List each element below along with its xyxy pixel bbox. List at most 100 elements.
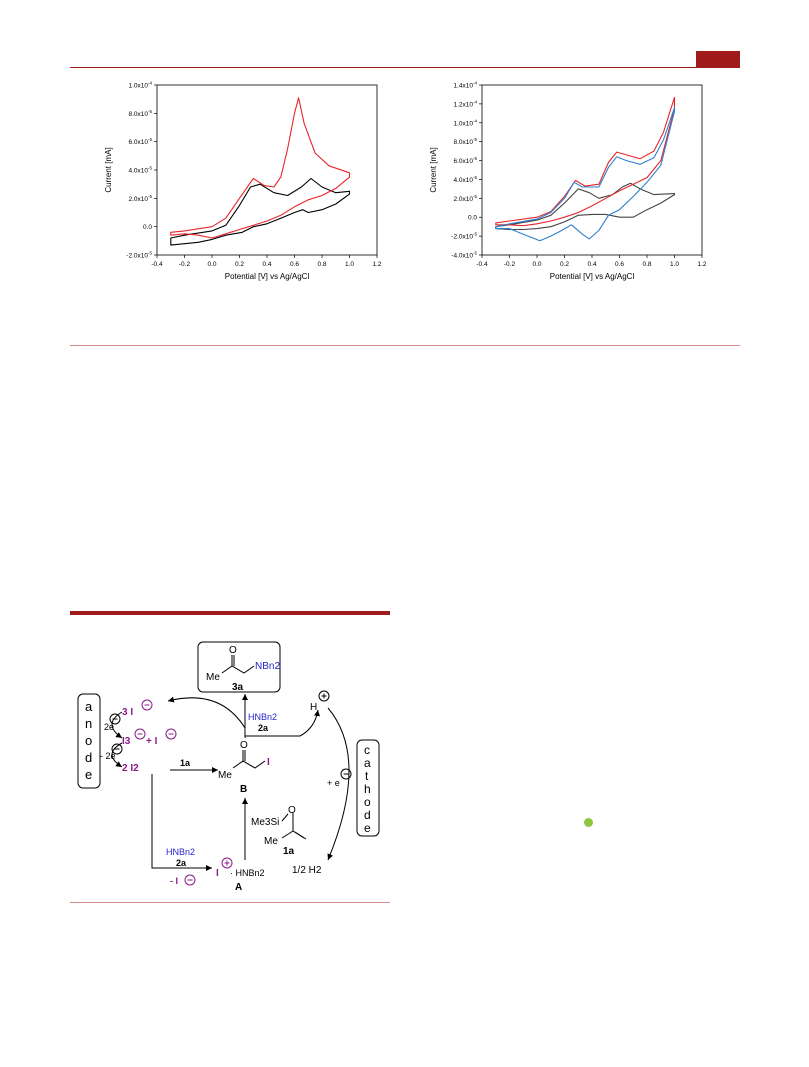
intermediate-B-structure <box>232 750 266 769</box>
cv-series-line-1 <box>170 97 351 239</box>
y-tick-label: -2.0x10-5 <box>451 232 477 241</box>
label-B: B <box>240 784 247 795</box>
proton-release-arrow <box>245 709 320 737</box>
minus-two-e-label: - 2e <box>100 751 116 761</box>
anode-o: o <box>85 733 92 748</box>
header-accent-block <box>696 51 740 67</box>
silyl-enol-ether-structure <box>281 813 307 840</box>
y-axis-label: Current [mA] <box>104 147 113 192</box>
proton: H <box>310 702 317 713</box>
hnbn2-upper: HNBn2 <box>248 712 277 722</box>
cv-chart-left: -2.0x10-5 0.0 2.0x10-5 4.0x10-5 6.0x10-5 8.0x… <box>104 81 382 282</box>
y-tick-label: 8.0x10-5 <box>453 137 477 146</box>
x-tick-label: 1.0 <box>670 261 679 268</box>
minus-iodide-icon <box>184 874 196 886</box>
B-me: Me <box>218 770 232 781</box>
mechanism-scheme: O Me NBn2 3a a n o d e c a t h o d e 3 I… <box>77 641 380 893</box>
cv-series-line-2 <box>495 107 676 242</box>
x-tick-label: 0.8 <box>642 261 651 268</box>
B-iodo: I <box>267 757 270 768</box>
cathode-c: c <box>364 743 370 757</box>
x-tick-label: 1.2 <box>697 261 706 268</box>
hnbn2-lower: HNBn2 <box>166 847 195 857</box>
triiodide: I3 <box>122 736 131 747</box>
green-marker-dot <box>584 818 593 827</box>
iodine-to-A-arrow <box>151 774 212 871</box>
A-plus-icon <box>221 857 233 869</box>
cathode-d: d <box>364 808 371 822</box>
anode-a: a <box>85 699 93 714</box>
label-1a-arrow: 1a <box>180 758 191 768</box>
two-e-label: 2e <box>104 722 114 732</box>
electron-minus-icon-2 <box>111 743 123 755</box>
half-h2: 1/2 H2 <box>292 865 322 876</box>
y-tick-label: 0.0 <box>468 215 477 222</box>
x-tick-label: 0.6 <box>615 261 624 268</box>
product-label: 3a <box>232 682 244 693</box>
y-tick-label: 1.0x10-4 <box>453 118 477 127</box>
x-tick-label: 0.2 <box>235 261 244 268</box>
B-o: O <box>240 740 248 751</box>
x-tick-label: 1.2 <box>372 261 381 268</box>
x-axis-label: Potential [V] vs Ag/AgCl <box>550 272 635 281</box>
iodide-minus-icon <box>141 699 153 711</box>
enol-me: Me <box>264 836 278 847</box>
plot-frame <box>156 84 378 256</box>
label-2a-upper: 2a <box>258 723 269 733</box>
A-amine: · HNBn2 <box>230 868 265 878</box>
y-tick-label: 4.0x10-5 <box>128 166 152 175</box>
plus-iodide: + I <box>146 736 158 747</box>
product-box <box>197 641 281 693</box>
figure-bottom-rule <box>70 345 740 346</box>
product-me: Me <box>206 672 220 683</box>
cathode-electron-icon <box>340 768 352 780</box>
x-axis-label: Potential [V] vs Ag/AgCl <box>225 272 310 281</box>
x-tick-label: 0.8 <box>317 261 326 268</box>
anode-n: n <box>85 716 92 731</box>
x-tick-label: 0.2 <box>560 261 569 268</box>
three-iodide: 3 I <box>122 707 133 718</box>
cathode-e: e <box>364 821 371 835</box>
enol-o: O <box>288 805 296 816</box>
cathode-box <box>356 739 380 837</box>
y-tick-label: 4.0x10-5 <box>453 175 477 184</box>
x-tick-label: 0.4 <box>262 261 271 268</box>
x-tick-label: -0.2 <box>504 261 516 268</box>
x-tick-label: -0.4 <box>476 261 488 268</box>
label-A: A <box>235 882 242 893</box>
y-tick-label: 1.2x10-4 <box>453 99 477 108</box>
x-tick-label: 0.4 <box>587 261 596 268</box>
header-rule <box>70 67 740 68</box>
me3si: Me3Si <box>251 817 279 828</box>
iodide-release-arrow <box>167 696 246 729</box>
minus-iodide: - I <box>170 876 178 886</box>
cathode-o: o <box>364 795 371 809</box>
product-o: O <box>229 645 237 656</box>
x-tick-label: -0.2 <box>179 261 191 268</box>
anode-d: d <box>85 750 92 765</box>
x-tick-label: -0.4 <box>151 261 163 268</box>
electron-minus-icon-1 <box>109 713 121 725</box>
anode-e: e <box>85 767 92 782</box>
scheme-bottom-rule <box>70 902 390 903</box>
cv-series-line-1 <box>495 96 676 227</box>
product-3a-structure <box>221 655 255 674</box>
cathode-t: t <box>365 769 369 783</box>
A-iodo: I <box>216 868 219 879</box>
y-tick-label: 6.0x10-5 <box>128 137 152 146</box>
cathode-a: a <box>364 756 371 770</box>
x-tick-label: 0.0 <box>207 261 216 268</box>
scheme-top-rule <box>70 611 390 615</box>
y-tick-label: 2.0x10-5 <box>128 194 152 203</box>
y-tick-label: -2.0x10-5 <box>126 251 152 260</box>
y-tick-label: 1.0x10-4 <box>128 81 152 90</box>
x-tick-label: 0.6 <box>290 261 299 268</box>
proton-plus-icon <box>318 690 330 702</box>
two-iodine: 2 I2 <box>122 763 139 774</box>
cv-chart-right: -4.0x10-5 -2.0x10-5 0.0 2.0x10-5 4.0x10-5 6.0… <box>429 81 707 282</box>
plus-e-label: + e <box>327 778 340 788</box>
y-tick-label: 6.0x10-5 <box>453 156 477 165</box>
y-tick-label: 8.0x10-5 <box>128 109 152 118</box>
x-tick-label: 1.0 <box>345 261 354 268</box>
y-tick-label: 0.0 <box>143 224 152 231</box>
